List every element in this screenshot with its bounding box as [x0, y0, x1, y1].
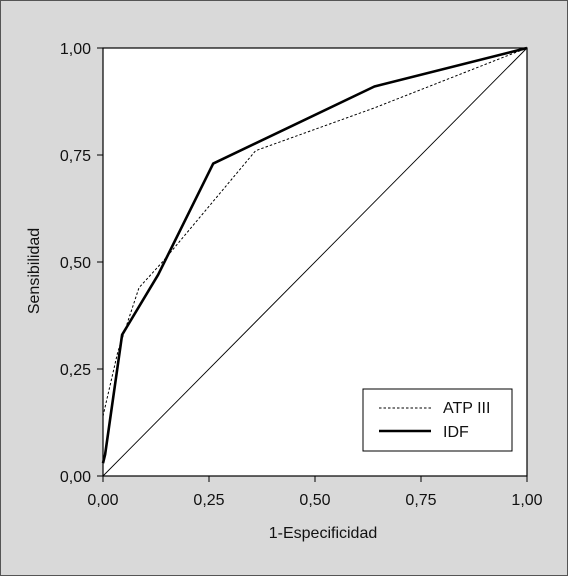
x-axis-title: 1-Especificidad: [269, 525, 378, 542]
y-tick-label: 1,00: [60, 41, 91, 58]
x-axis-ticks: 0,00 0,25 0,50 0,75 1,00: [87, 476, 543, 509]
legend-label-atp-iii: ATP III: [443, 400, 490, 417]
legend-box: [362, 388, 513, 452]
series-line-idf: [101, 46, 528, 464]
series-line-atp-iii: [102, 47, 528, 417]
x-tick-label: 0,75: [405, 492, 436, 509]
x-tick-label: 0,25: [193, 492, 224, 509]
y-tick-label: 0,50: [60, 255, 91, 272]
y-tick-label: 0,25: [60, 362, 91, 379]
x-tick-label: 0,00: [87, 492, 118, 509]
y-tick-label: 0,75: [60, 148, 91, 165]
legend: ATP III IDF: [362, 388, 513, 452]
series-layer: [101, 46, 528, 464]
x-tick-label: 1,00: [511, 492, 542, 509]
reference-diagonal-line: [102, 47, 528, 477]
y-tick-label: 0,00: [60, 469, 91, 486]
legend-label-idf: IDF: [443, 424, 469, 441]
y-axis-ticks: 0,00 0,25 0,50 0,75 1,00: [60, 41, 103, 486]
y-axis-title: Sensibilidad: [26, 228, 43, 314]
x-tick-label: 0,50: [299, 492, 330, 509]
